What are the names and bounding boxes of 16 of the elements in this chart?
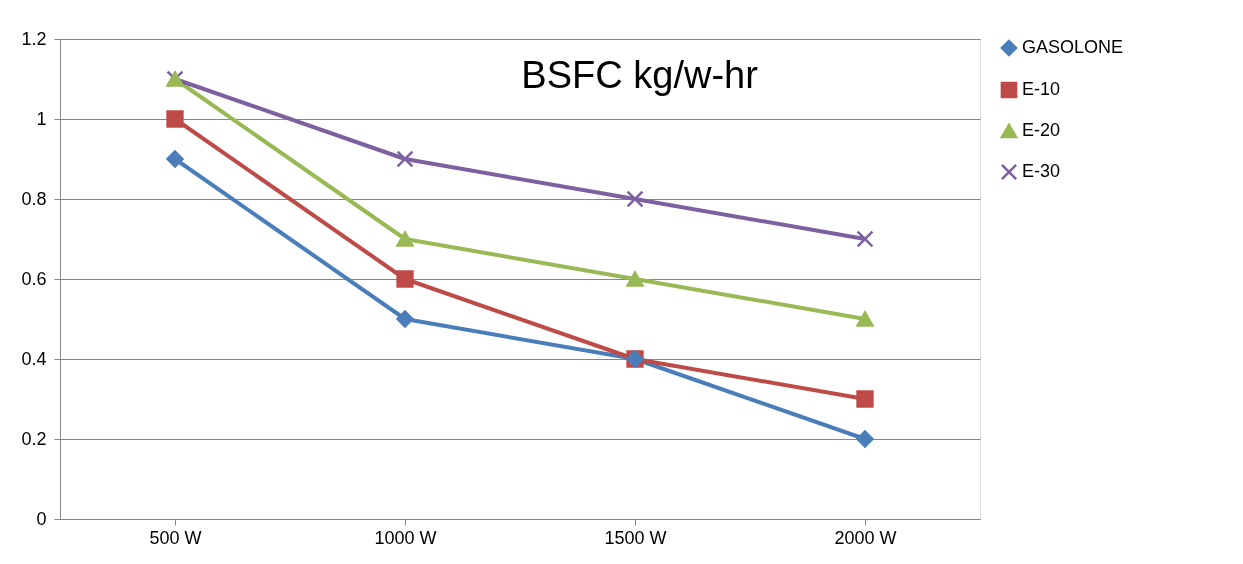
y-tick-label: 0.8: [21, 188, 47, 209]
x-tick-label: 1500 W: [604, 527, 667, 548]
y-tick-label: 1.2: [21, 28, 47, 49]
y-tick-label: 0.4: [21, 348, 47, 369]
x-tick-label: 1000 W: [374, 527, 437, 548]
legend-label: GASOLONE: [1022, 37, 1124, 57]
legend-label: E-10: [1022, 79, 1061, 99]
x-tick-label: 500 W: [149, 527, 202, 548]
legend-label: E-20: [1022, 120, 1061, 140]
legend-label: E-30: [1022, 161, 1061, 181]
y-tick-label: 0.6: [21, 268, 47, 289]
y-tick-label: 0.2: [21, 428, 47, 449]
x-tick-label: 2000 W: [834, 527, 897, 548]
y-tick-label: 1: [36, 108, 47, 129]
chart-title: BSFC kg/w-hr: [521, 54, 759, 97]
y-tick-label: 0: [36, 508, 47, 529]
